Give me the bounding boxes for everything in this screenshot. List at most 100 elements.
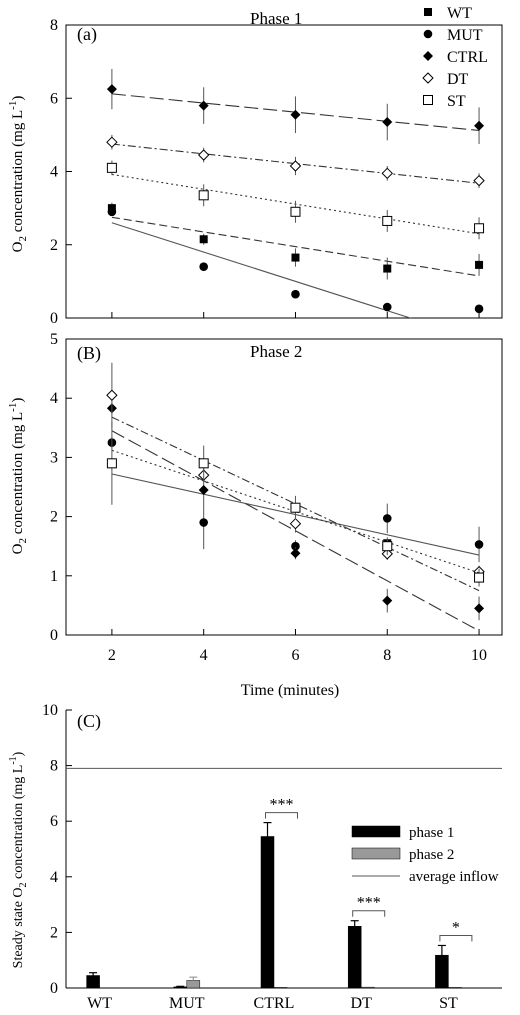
panel-b-point-ctrl — [198, 484, 209, 495]
panel-b-point-st — [106, 458, 117, 469]
panel-b-x-tick-label: 4 — [200, 647, 208, 664]
panel-a-y-axis-label: O2 concentration (mg L-1) — [7, 96, 29, 253]
legend-marker-wt — [424, 8, 432, 16]
panel-a-point-ctrl — [198, 100, 209, 111]
legend-swatch-phase-2 — [351, 847, 401, 860]
panel-b-y-tick-label: 5 — [50, 331, 58, 348]
panel-c-x-tick-label: DT — [351, 995, 373, 1012]
panel-c-y-tick-label: 2 — [50, 924, 58, 941]
panel-b-x-axis-label: Time (minutes) — [241, 682, 340, 699]
significance-label-st: * — [452, 919, 460, 936]
panel-b-y-tick-label: 4 — [50, 390, 58, 407]
panel-a-point-ctrl — [474, 120, 485, 131]
panel-a-point-wt — [383, 264, 392, 273]
bar-phase-1-dt — [347, 926, 362, 989]
legend-label-dt: DT — [447, 71, 469, 88]
panel-a-y-tick-label: 0 — [50, 310, 58, 327]
legend-label-ctrl: CTRL — [447, 49, 488, 66]
bar-phase-2-ctrl — [273, 987, 288, 989]
legend-label-phase-1: phase 1 — [409, 825, 454, 841]
panel-c-x-tick-label: WT — [87, 995, 112, 1012]
panel-a-fit-line-wt — [111, 216, 480, 277]
panel-a-point-wt — [199, 235, 208, 244]
panel-b-point-st — [198, 458, 209, 469]
panel-a-y-tick-label: 6 — [50, 90, 58, 107]
panel-a-point-st — [382, 215, 393, 226]
panel-c-y-axis-label: Steady state O2 concentration (mg L-1) — [8, 751, 29, 968]
panel-a-label: (a) — [77, 24, 97, 45]
panel-a-y-tick-label: 2 — [50, 237, 58, 254]
panel-c-label: (C) — [77, 711, 101, 732]
panel-b-y-tick-label: 2 — [50, 509, 58, 526]
panel-c-y-tick-label: 4 — [50, 869, 58, 886]
panel-c-y-tick-label: 10 — [42, 702, 58, 719]
bar-phase-1-st — [435, 954, 449, 989]
panel-a-point-dt — [473, 174, 485, 187]
legend-label-st: ST — [447, 93, 466, 110]
panel-b-point-mut — [199, 518, 208, 527]
panel-a-point-wt — [291, 253, 300, 262]
panel-a-fit-line-mut — [111, 222, 413, 318]
panel-a-point-ctrl — [382, 117, 393, 128]
legend-swatch-phase-1 — [351, 825, 401, 838]
panel-a-point-ctrl — [106, 84, 117, 95]
panel-b-point-dt — [106, 389, 118, 401]
panel-b-x-tick-label: 10 — [471, 647, 487, 664]
bar-phase-2-mut — [186, 980, 201, 989]
panel-a-point-st — [474, 223, 485, 234]
panel-a-point-ctrl — [290, 109, 301, 120]
panel-b-point-ctrl — [474, 603, 485, 614]
significance-label-ctrl: *** — [270, 797, 294, 814]
legend-label-mut: MUT — [447, 27, 483, 44]
panel-a-y-tick-label: 8 — [50, 17, 58, 34]
panel-a-fit-line-dt — [111, 143, 480, 184]
significance-label-dt: *** — [357, 895, 381, 912]
panel-a-point-mut — [199, 262, 208, 272]
bar-phase-1-mut — [173, 986, 188, 989]
panel-b-point-st — [382, 541, 393, 552]
panel-b-y-tick-label: 1 — [50, 568, 58, 585]
legend: WT MUT CTRL DT ST — [422, 5, 488, 110]
legend-marker-mut — [423, 29, 433, 39]
legend-marker-ctrl — [423, 51, 433, 61]
legend-label-wt: WT — [447, 5, 472, 22]
significance-bracket-ctrl — [265, 812, 298, 819]
panel-b-point-mut — [382, 514, 392, 523]
panel-c-x-tick-label: ST — [439, 995, 458, 1012]
panel-c: (C) Steady state O2 concentration (mg L-… — [8, 711, 101, 968]
panel-b-y-tick-label: 3 — [50, 449, 58, 466]
panel-b: (B) Phase 2 O2 concentration (mg L-1) Ti… — [7, 342, 339, 699]
panel-a-point-dt — [289, 160, 302, 172]
panel-b-x-tick-label: 2 — [108, 647, 116, 664]
panel-b-point-ctrl — [382, 595, 393, 606]
panel-c-y-tick-label: 6 — [50, 813, 58, 830]
panel-a: (a) Phase 1 O2 concentration (mg L-1) WT… — [7, 5, 488, 252]
legend-label-average-inflow: average inflow — [409, 869, 499, 885]
panel-a-point-st — [106, 162, 117, 173]
bar-phase-1-ctrl — [260, 836, 275, 989]
bar-phase-2-dt — [360, 986, 375, 989]
panel-b-point-st — [474, 572, 485, 583]
legend-marker-st — [423, 95, 433, 105]
panel-b-label: (B) — [77, 343, 101, 364]
panel-b-point-dt — [289, 517, 302, 530]
panel-a-frame — [65, 24, 503, 319]
panel-b-title: Phase 2 — [250, 342, 302, 361]
panel-a-point-dt — [106, 136, 118, 148]
panel-a-point-dt — [197, 149, 210, 161]
panel-a-point-mut — [291, 289, 300, 299]
legend-label-phase-2: phase 2 — [409, 847, 454, 863]
panel-c-y-tick-label: 0 — [50, 980, 58, 997]
legend-marker-dt — [422, 72, 434, 84]
panel-b-frame — [65, 338, 503, 636]
panel-a-point-mut — [474, 304, 484, 314]
significance-bracket-st — [439, 934, 473, 942]
bar-phase-2-st — [448, 987, 462, 989]
panel-b-y-axis-label: O2 concentration (mg L-1) — [7, 398, 29, 555]
panel-a-title: Phase 1 — [250, 9, 302, 28]
panel-c-y-tick-label: 8 — [50, 758, 58, 775]
panel-a-point-dt — [381, 167, 393, 180]
panel-c-x-tick-label: MUT — [169, 995, 205, 1012]
